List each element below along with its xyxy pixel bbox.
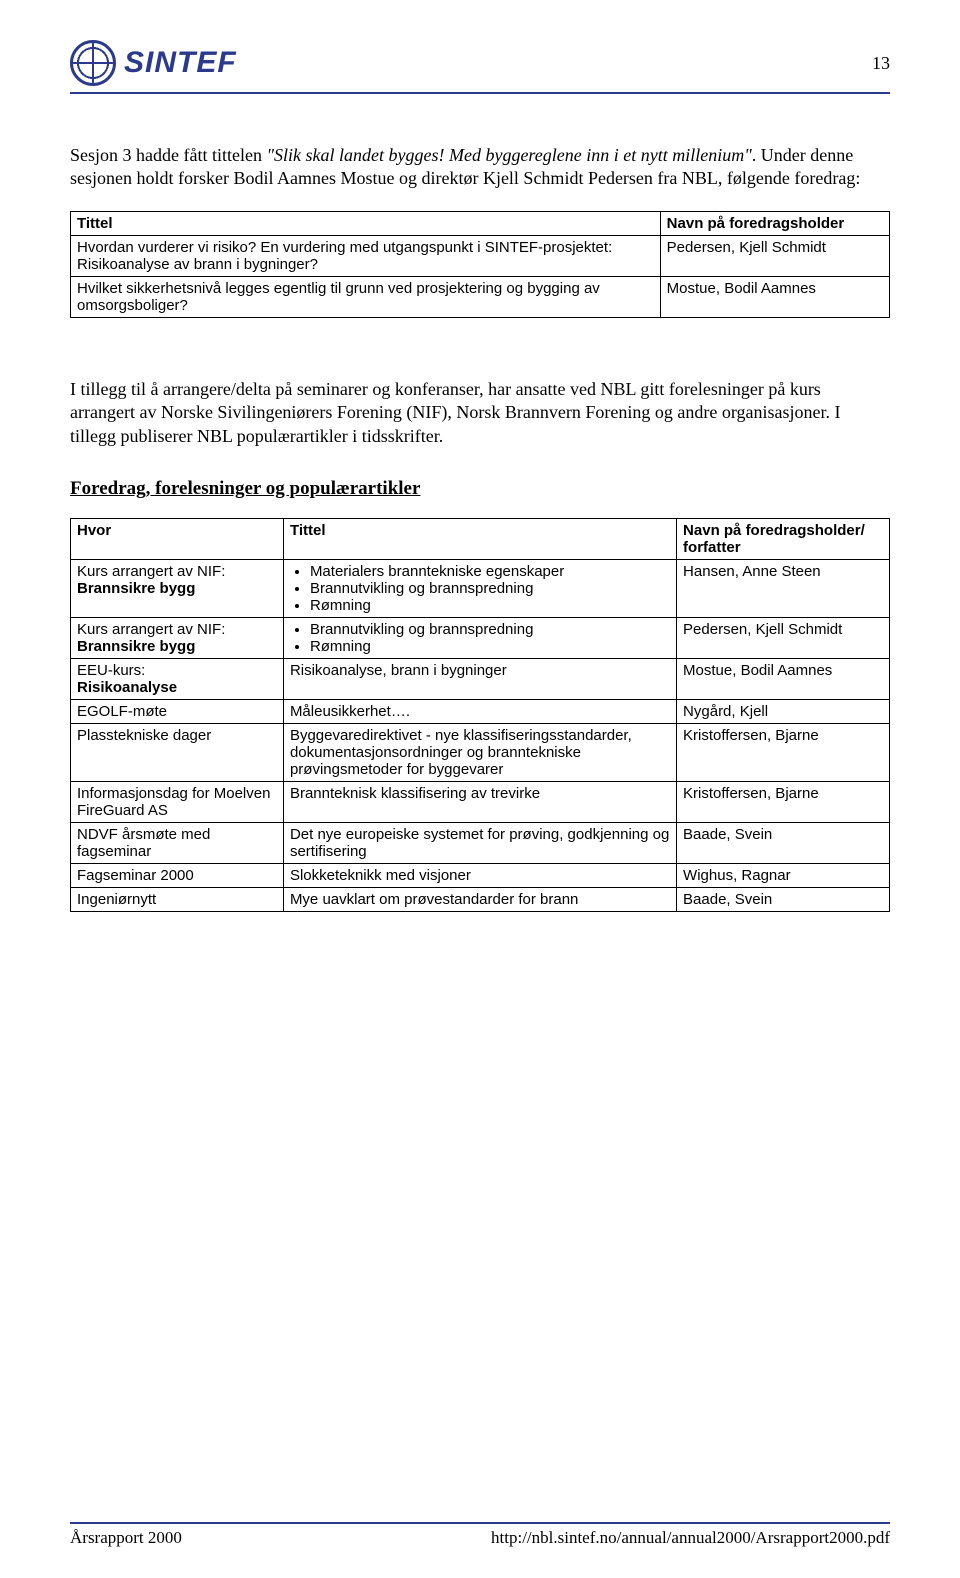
table-row: Hvor Tittel Navn på foredragsholder/ for… [71,518,890,559]
page-footer: Årsrapport 2000 http://nbl.sintef.no/ann… [70,1522,890,1548]
cell-tittel: Materialers branntekniske egenskaperBran… [283,559,676,617]
footer-right: http://nbl.sintef.no/annual/annual2000/A… [491,1528,890,1548]
cell-navn: Mostue, Bodil Aamnes [660,276,889,317]
col-header-navn: Navn på foredragsholder [660,211,889,235]
brand-name: SINTEF [124,46,237,80]
col-header-tittel: Tittel [71,211,661,235]
page-number: 13 [872,53,890,74]
table-row: Informasjonsdag for Moelven FireGuard AS… [71,781,890,822]
cell-tittel: Brannutvikling og brannspredningRømning [283,617,676,658]
cell-navn: Baade, Svein [677,887,890,911]
intro-quoted: "Slik skal landet bygges! Med byggeregle… [266,145,751,165]
cell-navn: Mostue, Bodil Aamnes [677,658,890,699]
cell-tittel: Hvilket sikkerhetsnivå legges egentlig t… [71,276,661,317]
cell-tittel: Byggevaredirektivet - nye klassifisering… [283,723,676,781]
cell-navn: Kristoffersen, Bjarne [677,781,890,822]
table-row: IngeniørnyttMye uavklart om prøvestandar… [71,887,890,911]
cell-tittel: Risikoanalyse, brann i bygninger [283,658,676,699]
table-row: Tittel Navn på foredragsholder [71,211,890,235]
table-row: Hvilket sikkerhetsnivå legges egentlig t… [71,276,890,317]
intro-paragraph: Sesjon 3 hadde fått tittelen "Slik skal … [70,144,890,191]
cell-navn: Pedersen, Kjell Schmidt [660,235,889,276]
cell-hvor: Kurs arrangert av NIF:Brannsikre bygg [71,617,284,658]
cell-hvor: NDVF årsmøte med fagseminar [71,822,284,863]
table-row: Hvordan vurderer vi risiko? En vurdering… [71,235,890,276]
intro-prefix: Sesjon 3 hadde fått tittelen [70,145,266,165]
cell-tittel: Slokketeknikk med visjoner [283,863,676,887]
cell-hvor: Informasjonsdag for Moelven FireGuard AS [71,781,284,822]
globe-icon [70,40,116,86]
cell-tittel: Mye uavklart om prøvestandarder for bran… [283,887,676,911]
table-row: Kurs arrangert av NIF:Brannsikre byggBra… [71,617,890,658]
cell-navn: Pedersen, Kjell Schmidt [677,617,890,658]
section-title-foredrag: Foredrag, forelesninger og populærartikl… [70,478,890,500]
cell-tittel: Det nye europeiske systemet for prøving,… [283,822,676,863]
table-row: Kurs arrangert av NIF:Brannsikre byggMat… [71,559,890,617]
cell-navn: Wighus, Ragnar [677,863,890,887]
table-row: Plasstekniske dagerByggevaredirektivet -… [71,723,890,781]
col-header-navn: Navn på foredragsholder/ forfatter [677,518,890,559]
cell-hvor: Ingeniørnytt [71,887,284,911]
brand-logo: SINTEF [70,40,237,86]
table-row: NDVF årsmøte med fagseminarDet nye europ… [71,822,890,863]
col-header-hvor: Hvor [71,518,284,559]
table-row: Fagseminar 2000Slokketeknikk med visjone… [71,863,890,887]
cell-hvor: Plasstekniske dager [71,723,284,781]
cell-navn: Hansen, Anne Steen [677,559,890,617]
table-row: EEU-kurs:RisikoanalyseRisikoanalyse, bra… [71,658,890,699]
mid-paragraph: I tillegg til å arrangere/delta på semin… [70,378,890,448]
cell-tittel: Brannteknisk klassifisering av trevirke [283,781,676,822]
cell-navn: Kristoffersen, Bjarne [677,723,890,781]
footer-left: Årsrapport 2000 [70,1528,182,1548]
cell-hvor: EEU-kurs:Risikoanalyse [71,658,284,699]
cell-hvor: Fagseminar 2000 [71,863,284,887]
cell-navn: Nygård, Kjell [677,699,890,723]
table-row: EGOLF-møteMåleusikkerhet….Nygård, Kjell [71,699,890,723]
table-sesjon3: Tittel Navn på foredragsholder Hvordan v… [70,211,890,318]
cell-hvor: EGOLF-møte [71,699,284,723]
cell-hvor: Kurs arrangert av NIF:Brannsikre bygg [71,559,284,617]
cell-tittel: Hvordan vurderer vi risiko? En vurdering… [71,235,661,276]
col-header-tittel: Tittel [283,518,676,559]
cell-navn: Baade, Svein [677,822,890,863]
table-foredrag: Hvor Tittel Navn på foredragsholder/ for… [70,518,890,912]
cell-tittel: Måleusikkerhet…. [283,699,676,723]
page-header: SINTEF 13 [70,40,890,94]
